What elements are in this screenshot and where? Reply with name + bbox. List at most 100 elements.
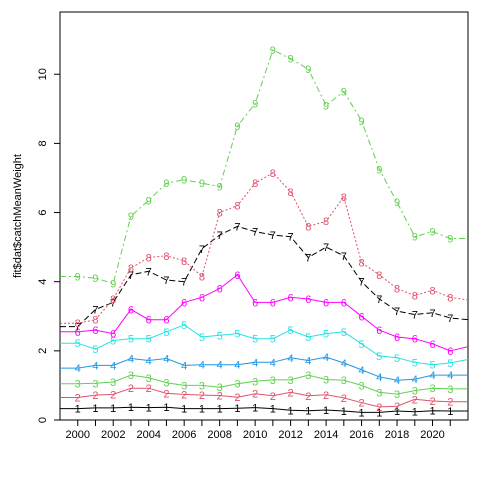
series-point-label: 5 [181, 320, 187, 332]
series-point-label: 6 [412, 334, 418, 346]
series-point-label: 2 [181, 389, 187, 401]
series-point-label: 9 [341, 87, 347, 99]
series-point-label: 1 [288, 405, 294, 417]
series-point-label: 5 [163, 327, 169, 339]
series-point-label: 5 [92, 344, 98, 356]
series-point-label: 2 [341, 393, 347, 405]
series-point-label: 2 [447, 397, 453, 409]
series-point-label: 8 [447, 292, 453, 304]
series-point-label: 1 [341, 406, 347, 418]
series-point-label: 8 [75, 318, 81, 330]
series-point-label: 2 [234, 392, 240, 404]
series-point-label: 7 [412, 310, 418, 322]
series-point-label: 4 [270, 357, 276, 369]
series-point-label: 8 [234, 201, 240, 213]
series-point-label: 9 [163, 178, 169, 190]
series-point-label: 6 [394, 332, 400, 344]
x-tick-label: 2002 [101, 429, 125, 441]
series-point-label: 1 [234, 403, 240, 415]
series-point-label: 8 [199, 272, 205, 284]
series-point-label: 3 [341, 375, 347, 387]
series-point-label: 7 [146, 266, 152, 278]
series-point-label: 4 [412, 374, 418, 386]
series-point-label: 8 [252, 178, 258, 190]
series-point-label: 5 [359, 339, 365, 351]
series-point-label: 2 [217, 390, 223, 402]
plot-frame [59, 11, 469, 421]
series-point-label: 5 [110, 335, 116, 347]
series-point-label: 4 [359, 365, 365, 377]
series-point-label: 4 [394, 375, 400, 387]
series-point-label: 6 [288, 292, 294, 304]
series-point-label: 6 [234, 270, 240, 282]
series-point-label: 3 [359, 380, 365, 392]
series-point-label: 1 [92, 403, 98, 415]
y-tick-label: 0 [37, 417, 49, 423]
series-point-label: 6 [92, 325, 98, 337]
series-point-label: 2 [359, 398, 365, 410]
series-point-label: 6 [429, 339, 435, 351]
series-point-label: 2 [252, 389, 258, 401]
series-point-label: 1 [447, 406, 453, 418]
series-point-label: 3 [376, 387, 382, 399]
series-point-label: 5 [305, 332, 311, 344]
series-point-label: 8 [217, 208, 223, 220]
series-point-label: 4 [110, 360, 116, 372]
series-point-label: 5 [128, 334, 134, 346]
series-point-label: 1 [412, 407, 418, 419]
series-point-label: 5 [429, 360, 435, 372]
series-point-label: 4 [341, 358, 347, 370]
series-point-label: 9 [92, 273, 98, 285]
series-point-label: 3 [252, 376, 258, 388]
series-point-label: 6 [359, 311, 365, 323]
series-point-label: 3 [394, 389, 400, 401]
series-point-label: 2 [394, 401, 400, 413]
series-point-label: 3 [288, 375, 294, 387]
series-point-label: 6 [447, 346, 453, 358]
series-point-label: 2 [163, 388, 169, 400]
series-point-label: 3 [199, 380, 205, 392]
series-point-label: 9 [75, 272, 81, 284]
series-point-label: 5 [412, 357, 418, 369]
series-point-label: 8 [128, 263, 134, 275]
x-tick-label: 2020 [420, 429, 444, 441]
series-point-label: 1 [146, 403, 152, 415]
series-point-label: 2 [305, 391, 311, 403]
series-point-label: 7 [394, 306, 400, 318]
series-point-label: 7 [75, 322, 81, 334]
series-point-label: 8 [323, 216, 329, 228]
series-point-label: 9 [447, 233, 453, 245]
series-point-label: 8 [163, 251, 169, 263]
series-point-label: 7 [359, 277, 365, 289]
series-line-9 [60, 49, 468, 285]
series-point-label: 8 [92, 315, 98, 327]
series-point-label: 1 [181, 404, 187, 416]
series-point-label: 3 [217, 382, 223, 394]
series-point-label: 8 [146, 252, 152, 264]
series-point-label: 6 [323, 297, 329, 309]
series-point-label: 3 [128, 370, 134, 382]
series-point-label: 4 [447, 370, 453, 382]
series-point-label: 7 [341, 251, 347, 263]
series-point-label: 3 [429, 383, 435, 395]
series-point-label: 8 [429, 285, 435, 297]
series-point-label: 6 [75, 327, 81, 339]
series-point-label: 5 [252, 334, 258, 346]
series-point-label: 3 [75, 379, 81, 391]
series-point-label: 7 [305, 252, 311, 264]
series-point-label: 5 [199, 332, 205, 344]
series-point-label: 5 [323, 329, 329, 341]
y-tick-label: 4 [37, 279, 49, 285]
y-axis: 0 2 4 6 8 10 [37, 68, 60, 423]
series-point-label: 7 [288, 232, 294, 244]
series-point-label: 4 [181, 360, 187, 372]
series-point-label: 5 [341, 327, 347, 339]
x-tick-label: 2016 [349, 429, 373, 441]
series-point-label: 9 [394, 197, 400, 209]
series-point-label: 4 [163, 353, 169, 365]
series-point-label: 9 [412, 232, 418, 244]
series-point-label: 9 [181, 175, 187, 187]
series-point-label: 2 [270, 391, 276, 403]
series-point-label: 6 [270, 297, 276, 309]
